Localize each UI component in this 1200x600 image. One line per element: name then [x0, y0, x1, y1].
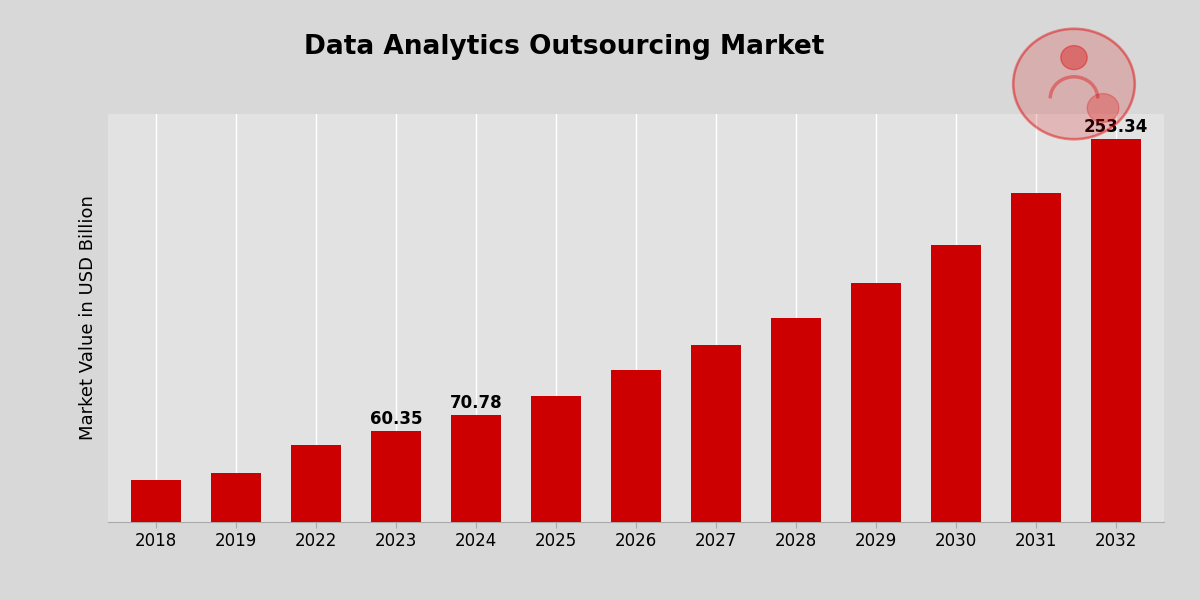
Y-axis label: Market Value in USD Billion: Market Value in USD Billion	[79, 196, 97, 440]
Bar	[532, 396, 581, 522]
Text: 60.35: 60.35	[370, 410, 422, 428]
Text: 70.78: 70.78	[450, 394, 503, 412]
Bar	[1012, 193, 1061, 522]
Circle shape	[1087, 94, 1118, 122]
Bar	[772, 318, 821, 522]
Bar	[451, 415, 500, 522]
Text: 253.34: 253.34	[1084, 118, 1148, 136]
Bar	[131, 479, 181, 522]
Bar	[211, 473, 260, 522]
Bar	[1091, 139, 1141, 522]
Circle shape	[1061, 46, 1087, 70]
Text: Data Analytics Outsourcing Market: Data Analytics Outsourcing Market	[304, 34, 824, 60]
Bar	[292, 445, 341, 522]
Bar	[851, 283, 901, 522]
Bar	[371, 431, 421, 522]
Bar	[931, 245, 980, 522]
Bar	[691, 345, 740, 522]
Bar	[611, 370, 661, 522]
Circle shape	[1013, 29, 1135, 139]
